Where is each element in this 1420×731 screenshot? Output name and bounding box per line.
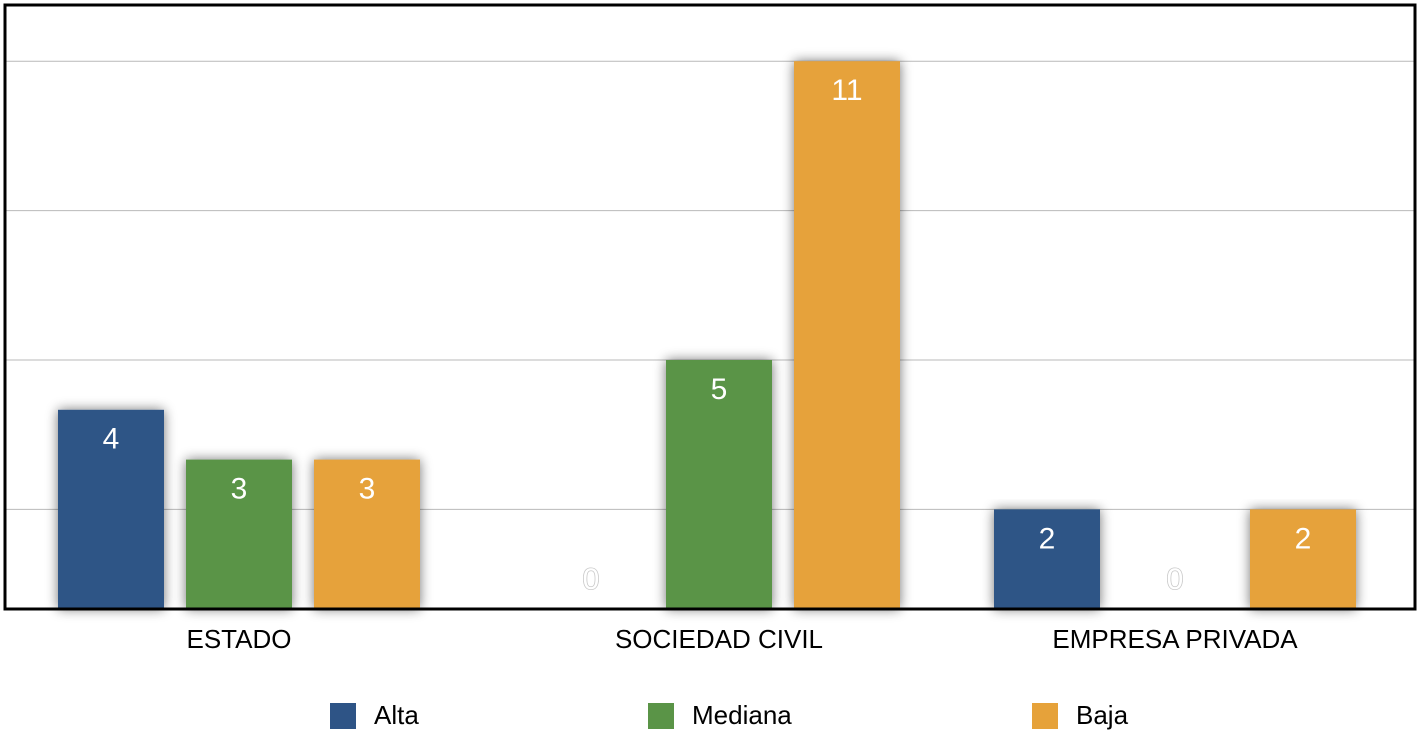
category-axis-labels: ESTADO SOCIEDAD CIVIL EMPRESA PRIVADA: [187, 624, 1299, 654]
bar-baja-3: [1250, 509, 1356, 609]
data-labels: 4 3 3 0 5 11 2 0 2: [103, 74, 1312, 597]
bar-mediana-2: [666, 360, 772, 609]
data-label: 0: [1167, 563, 1184, 596]
plot-area-frame: [3, 3, 1417, 611]
bar-baja-2: [794, 61, 900, 609]
bar-mediana-1: [186, 459, 292, 609]
bar-alta-1: [58, 409, 164, 609]
data-label: 3: [359, 473, 376, 506]
bar-baja-1: [314, 459, 420, 609]
data-label: 3: [231, 473, 248, 506]
category-label: SOCIEDAD CIVIL: [615, 624, 823, 654]
data-label: 2: [1039, 522, 1056, 555]
legend-label: Alta: [374, 700, 419, 730]
legend-item-baja: Baja: [1032, 700, 1129, 730]
legend-swatch: [330, 703, 356, 729]
legend-item-mediana: Mediana: [648, 700, 792, 730]
data-label: 5: [711, 373, 728, 406]
data-label: 2: [1295, 522, 1312, 555]
legend-swatch: [1032, 703, 1058, 729]
bar-alta-3: [994, 509, 1100, 609]
category-label: EMPRESA PRIVADA: [1052, 624, 1298, 654]
legend: Alta Mediana Baja: [330, 700, 1129, 730]
legend-label: Mediana: [692, 700, 792, 730]
data-label: 11: [831, 74, 862, 107]
category-label: ESTADO: [187, 624, 292, 654]
data-label: 4: [103, 423, 120, 456]
bars: [58, 61, 1356, 609]
legend-label: Baja: [1076, 700, 1129, 730]
data-label: 0: [583, 563, 600, 596]
legend-item-alta: Alta: [330, 700, 419, 730]
legend-swatch: [648, 703, 674, 729]
